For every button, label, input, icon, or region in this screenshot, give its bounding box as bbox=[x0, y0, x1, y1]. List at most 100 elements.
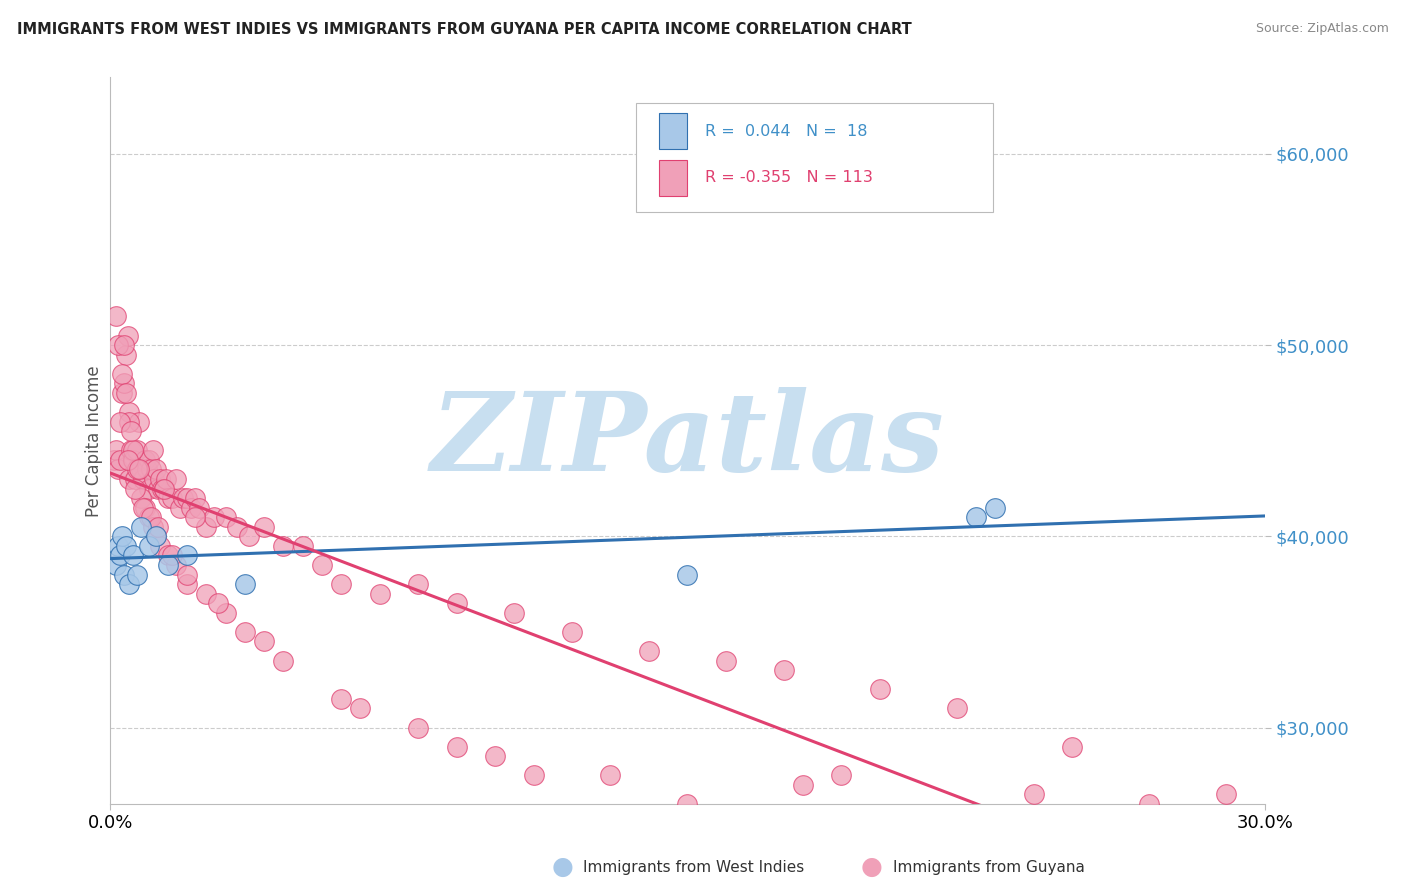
Point bbox=[145, 529, 167, 543]
Bar bbox=[658, 113, 688, 149]
Point bbox=[153, 482, 176, 496]
Point bbox=[233, 577, 256, 591]
Point bbox=[446, 596, 468, 610]
Point bbox=[184, 510, 207, 524]
Point bbox=[714, 654, 737, 668]
Point bbox=[112, 376, 135, 391]
Point bbox=[160, 549, 183, 563]
FancyBboxPatch shape bbox=[636, 103, 994, 212]
Point bbox=[406, 721, 429, 735]
Point bbox=[172, 491, 194, 505]
Point bbox=[107, 462, 129, 476]
Point bbox=[484, 749, 506, 764]
Point bbox=[195, 520, 218, 534]
Point bbox=[233, 624, 256, 639]
Point bbox=[176, 567, 198, 582]
Point bbox=[124, 482, 146, 496]
Point bbox=[165, 558, 187, 572]
Text: Source: ZipAtlas.com: Source: ZipAtlas.com bbox=[1256, 22, 1389, 36]
Point bbox=[118, 472, 141, 486]
Point bbox=[273, 539, 295, 553]
Point bbox=[103, 453, 125, 467]
Point bbox=[118, 415, 141, 429]
Point bbox=[122, 453, 145, 467]
Point bbox=[965, 510, 987, 524]
Point bbox=[253, 634, 276, 648]
Point bbox=[238, 529, 260, 543]
Point bbox=[134, 453, 156, 467]
Point bbox=[160, 491, 183, 505]
Point bbox=[129, 462, 152, 476]
Point bbox=[132, 472, 155, 486]
Point bbox=[138, 510, 160, 524]
Point bbox=[330, 577, 353, 591]
Text: R = -0.355   N = 113: R = -0.355 N = 113 bbox=[704, 170, 873, 186]
Point bbox=[202, 510, 225, 524]
Text: ●: ● bbox=[860, 855, 883, 879]
Point bbox=[105, 558, 128, 572]
Point bbox=[273, 654, 295, 668]
Point bbox=[207, 596, 229, 610]
Point bbox=[368, 587, 391, 601]
Point bbox=[165, 472, 187, 486]
Point bbox=[330, 691, 353, 706]
Bar bbox=[658, 160, 688, 196]
Point bbox=[176, 549, 198, 563]
Point bbox=[117, 453, 139, 467]
Point bbox=[114, 539, 136, 553]
Point bbox=[169, 500, 191, 515]
Point bbox=[134, 500, 156, 515]
Point bbox=[869, 682, 891, 697]
Point bbox=[138, 539, 160, 553]
Point bbox=[599, 768, 621, 782]
Point bbox=[138, 482, 160, 496]
Point bbox=[105, 310, 128, 324]
Point bbox=[105, 443, 128, 458]
Point bbox=[127, 443, 149, 458]
Point bbox=[984, 500, 1007, 515]
Point bbox=[153, 482, 176, 496]
Point bbox=[253, 520, 276, 534]
Point bbox=[1022, 788, 1045, 802]
Point bbox=[226, 520, 249, 534]
Text: Immigrants from West Indies: Immigrants from West Indies bbox=[583, 860, 804, 874]
Point bbox=[129, 520, 152, 534]
Text: ZIPatlas: ZIPatlas bbox=[430, 387, 945, 494]
Point bbox=[122, 443, 145, 458]
Point bbox=[111, 529, 134, 543]
Text: Immigrants from Guyana: Immigrants from Guyana bbox=[893, 860, 1084, 874]
Point bbox=[180, 500, 202, 515]
Point bbox=[138, 453, 160, 467]
Point bbox=[148, 482, 170, 496]
Point bbox=[676, 567, 699, 582]
Point bbox=[311, 558, 333, 572]
Point bbox=[143, 472, 166, 486]
Point bbox=[107, 338, 129, 352]
Point bbox=[128, 415, 150, 429]
Point bbox=[150, 482, 173, 496]
Point bbox=[156, 491, 179, 505]
Point bbox=[772, 663, 794, 677]
Point bbox=[792, 778, 814, 792]
Point bbox=[446, 739, 468, 754]
Point bbox=[120, 424, 142, 438]
Y-axis label: Per Capita Income: Per Capita Income bbox=[86, 365, 103, 516]
Point bbox=[118, 405, 141, 419]
Point bbox=[127, 567, 149, 582]
Point bbox=[120, 443, 142, 458]
Point bbox=[1215, 788, 1237, 802]
Point bbox=[187, 500, 209, 515]
Text: IMMIGRANTS FROM WEST INDIES VS IMMIGRANTS FROM GUYANA PER CAPITA INCOME CORRELAT: IMMIGRANTS FROM WEST INDIES VS IMMIGRANT… bbox=[17, 22, 911, 37]
Point bbox=[215, 510, 238, 524]
Point bbox=[107, 539, 129, 553]
Point bbox=[830, 768, 852, 782]
Point bbox=[176, 577, 198, 591]
Point bbox=[112, 567, 135, 582]
Point bbox=[149, 472, 172, 486]
Point bbox=[638, 644, 661, 658]
Point bbox=[148, 520, 170, 534]
Point bbox=[145, 529, 167, 543]
Point bbox=[195, 587, 218, 601]
Point bbox=[149, 539, 172, 553]
Point bbox=[139, 510, 162, 524]
